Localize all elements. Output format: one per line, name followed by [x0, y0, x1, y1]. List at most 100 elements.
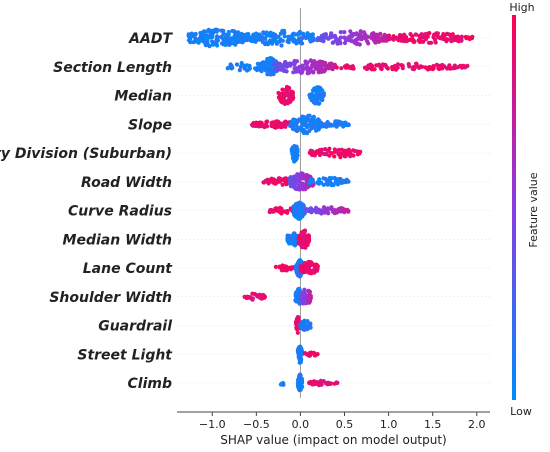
- shap-point: [321, 33, 326, 38]
- shap-point: [290, 119, 295, 124]
- shap-point: [296, 381, 301, 386]
- shap-point: [187, 34, 193, 39]
- shap-point: [302, 230, 307, 235]
- shap-point: [306, 260, 312, 265]
- shap-point: [463, 34, 468, 40]
- shap-point: [279, 43, 284, 48]
- shap-point: [444, 37, 449, 42]
- shap-point: [278, 97, 283, 102]
- shap-point: [422, 32, 428, 37]
- shap-point: [208, 35, 213, 40]
- shap-point: [285, 235, 290, 240]
- shap-point: [274, 67, 279, 72]
- shap-point: [285, 209, 290, 214]
- shap-point: [188, 40, 193, 45]
- shap-point: [296, 374, 302, 379]
- colorbar-low-label: Low: [510, 405, 532, 418]
- shap-point: [305, 131, 310, 136]
- shap-point: [293, 243, 298, 248]
- shap-point: [327, 146, 332, 151]
- shap-point: [324, 152, 329, 157]
- shap-point: [411, 39, 416, 44]
- shap-point: [307, 93, 312, 98]
- shap-point: [313, 151, 318, 156]
- shap-point: [291, 157, 296, 162]
- shap-point: [204, 37, 210, 42]
- shap-point: [411, 67, 417, 72]
- x-tick-label: −1.0: [199, 418, 226, 431]
- shap-point: [292, 185, 297, 190]
- shap-point: [265, 33, 270, 38]
- shap-point: [285, 85, 291, 90]
- shap-point: [259, 69, 264, 74]
- shap-point: [335, 181, 340, 186]
- shap-point: [298, 203, 303, 208]
- shap-point: [294, 298, 299, 303]
- shap-point: [348, 38, 354, 43]
- shap-point: [297, 286, 302, 291]
- shap-point: [314, 352, 319, 357]
- shap-point: [309, 148, 314, 153]
- shap-point: [311, 88, 316, 93]
- shap-point: [283, 180, 288, 185]
- shap-point: [214, 40, 219, 45]
- shap-point: [315, 65, 320, 70]
- shap-point: [317, 177, 322, 182]
- shap-point: [263, 36, 268, 41]
- shap-point: [233, 40, 238, 45]
- shap-point: [267, 68, 272, 74]
- shap-point: [342, 122, 347, 127]
- shap-point: [301, 298, 306, 303]
- shap-point: [305, 68, 310, 73]
- shap-point: [307, 299, 312, 304]
- shap-point: [283, 266, 288, 271]
- shap-point: [319, 93, 324, 98]
- shap-point: [297, 31, 302, 36]
- shap-point: [343, 180, 348, 185]
- shap-point: [380, 37, 385, 42]
- shap-point: [215, 43, 220, 48]
- shap-point: [301, 130, 306, 136]
- shap-point: [267, 57, 272, 62]
- feature-labels: AADT Section Length Median Slope City Divisi…: [0, 31, 173, 392]
- shap-point: [291, 208, 296, 213]
- shap-point: [228, 62, 233, 67]
- shap-point: [283, 59, 288, 65]
- shap-point: [327, 175, 332, 181]
- shap-point: [204, 40, 209, 45]
- shap-point: [351, 148, 356, 153]
- shap-point: [274, 119, 279, 124]
- colorbar-title: Feature value: [527, 172, 540, 247]
- shap-point: [318, 67, 323, 73]
- shap-point: [237, 68, 242, 73]
- shap-point: [344, 208, 349, 213]
- shap-point: [332, 154, 337, 159]
- shap-point: [290, 152, 295, 157]
- shap-point: [304, 237, 309, 243]
- shap-point: [283, 176, 289, 181]
- shap-point: [307, 324, 312, 329]
- shap-point: [288, 34, 293, 39]
- shap-point: [415, 64, 421, 69]
- shap-point: [382, 32, 387, 38]
- shap-point: [386, 33, 392, 38]
- shap-point: [377, 39, 382, 44]
- shap-point: [314, 208, 319, 213]
- shap-point: [278, 92, 283, 97]
- x-tick-label: 1.0: [380, 418, 398, 431]
- shap-point: [305, 71, 310, 76]
- shap-point: [265, 64, 270, 69]
- shap-point: [370, 66, 375, 71]
- shap-point: [338, 35, 343, 40]
- feature-label: Shoulder Width: [49, 290, 172, 306]
- shap-point: [242, 66, 247, 71]
- shap-point: [329, 151, 334, 156]
- feature-points: [276, 84, 326, 106]
- shap-point: [234, 62, 240, 67]
- shap-point: [276, 124, 281, 129]
- shap-point: [307, 181, 312, 186]
- shap-point: [250, 291, 255, 296]
- shap-point: [281, 121, 286, 126]
- shap-point: [269, 39, 274, 44]
